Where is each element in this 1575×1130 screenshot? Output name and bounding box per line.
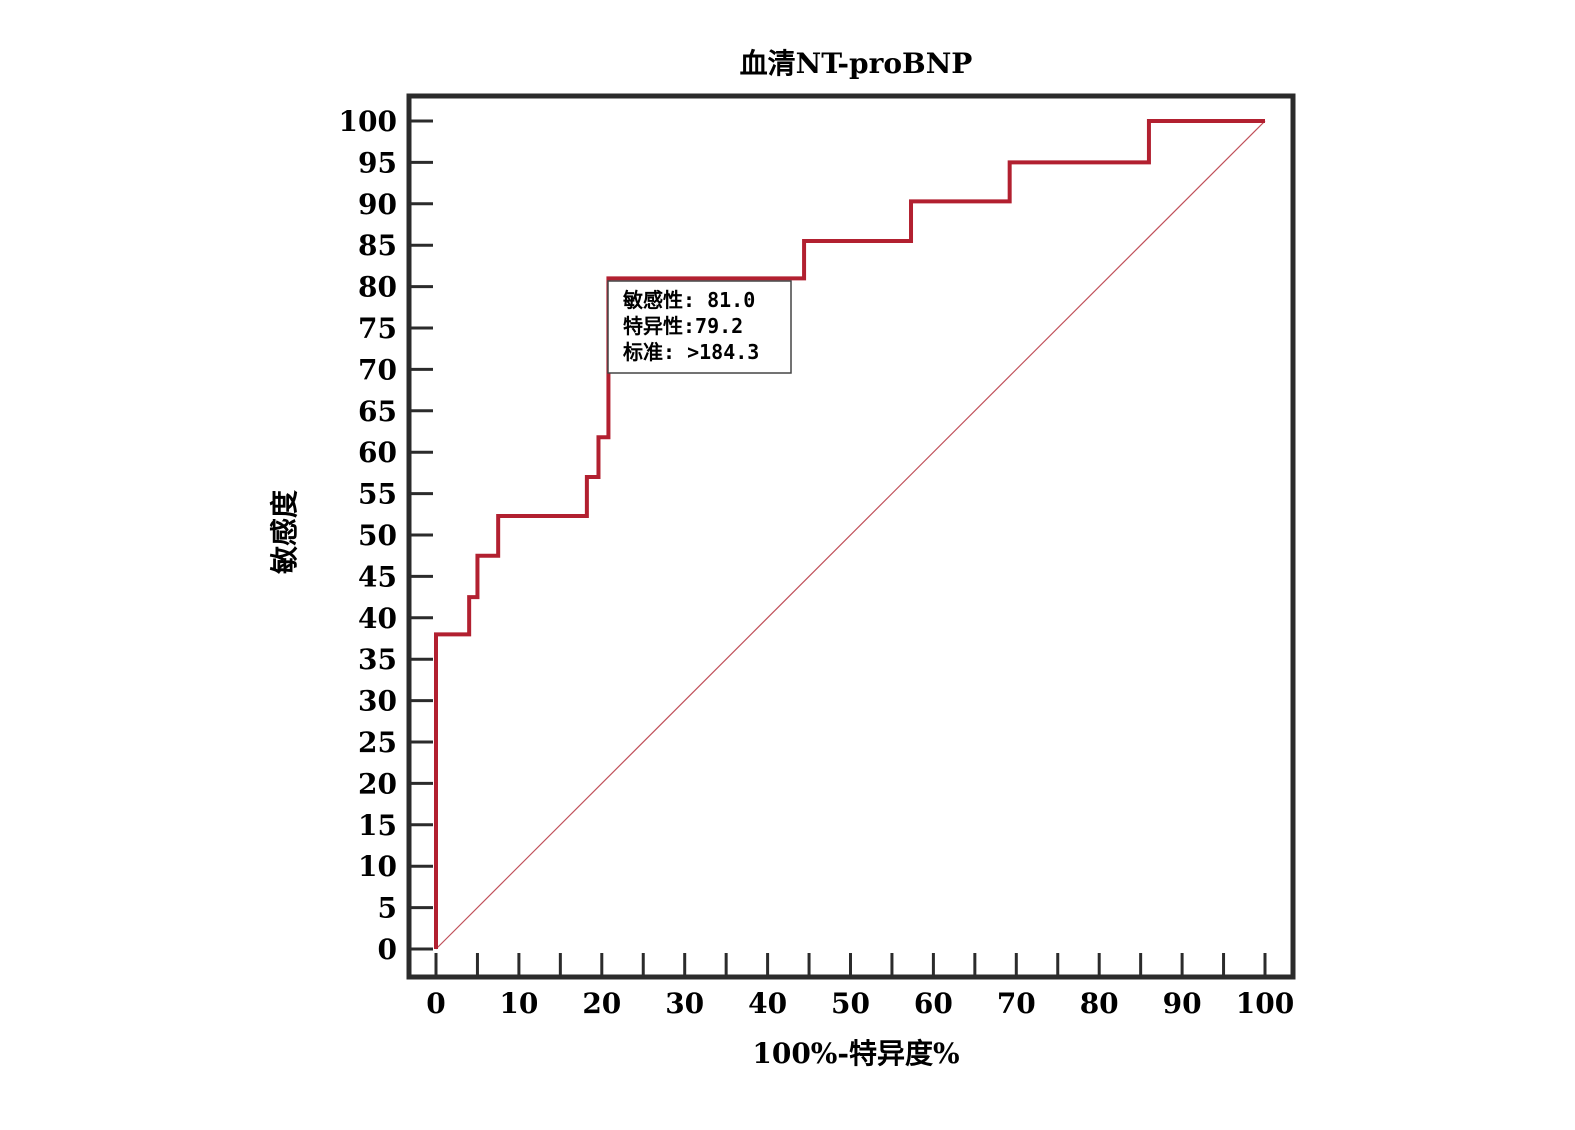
y-tick-label: 30 xyxy=(358,685,397,718)
annotation-specificity: 特异性:79.2 xyxy=(623,314,743,338)
y-tick-label: 10 xyxy=(358,850,397,883)
y-tick-label: 75 xyxy=(358,312,397,345)
criterion-annotation: 敏感性: 81.0 特异性:79.2 标准: >184.3 xyxy=(607,280,792,374)
y-tick-label: 40 xyxy=(358,602,397,635)
x-tick-label: 70 xyxy=(997,987,1036,1020)
y-tick-label: 0 xyxy=(378,933,397,966)
annotation-criterion: 标准: >184.3 xyxy=(623,340,759,364)
y-tick-label: 80 xyxy=(358,271,397,304)
x-tick-label: 0 xyxy=(426,987,445,1020)
y-tick-label: 25 xyxy=(358,726,397,759)
annotation-box xyxy=(607,280,792,374)
x-tick-label: 50 xyxy=(831,987,870,1020)
y-tick-label: 95 xyxy=(358,146,397,179)
x-axis-ticks: 0 10 20 30 40 50 60 70 80 90 100 xyxy=(426,953,1294,1020)
y-axis-ticks: 0 5 10 15 20 25 30 35 40 45 50 55 60 65 70 75 80 85 90 95 10… xyxy=(339,105,433,966)
x-axis-label: 100%-特异度% xyxy=(752,1037,959,1070)
x-tick-label: 40 xyxy=(748,987,787,1020)
y-tick-label: 5 xyxy=(378,892,397,925)
y-tick-label: 45 xyxy=(358,560,397,593)
x-tick-label: 80 xyxy=(1080,987,1119,1020)
x-tick-label: 100 xyxy=(1236,987,1294,1020)
y-tick-label: 100 xyxy=(339,105,397,138)
y-tick-label: 15 xyxy=(358,809,397,842)
x-tick-label: 60 xyxy=(914,987,953,1020)
roc-curve-line xyxy=(434,119,1265,949)
y-tick-label: 70 xyxy=(358,353,397,386)
x-tick-label: 20 xyxy=(582,987,621,1020)
annotation-sensitivity: 敏感性: 81.0 xyxy=(622,288,755,312)
y-tick-label: 55 xyxy=(358,478,397,511)
y-tick-label: 65 xyxy=(358,395,397,428)
y-tick-label: 50 xyxy=(358,519,397,552)
x-tick-label: 10 xyxy=(499,987,538,1020)
y-tick-label: 85 xyxy=(358,229,397,262)
reference-diagonal-line xyxy=(435,120,1266,950)
chart-title: 血清NT-proBNP xyxy=(740,47,973,80)
y-tick-label: 90 xyxy=(358,188,397,221)
y-tick-label: 60 xyxy=(358,436,397,469)
y-tick-label: 35 xyxy=(358,643,397,676)
y-tick-label: 20 xyxy=(358,767,397,800)
x-tick-label: 30 xyxy=(665,987,704,1020)
plot-frame xyxy=(406,93,1296,980)
y-axis-label: 敏感度 xyxy=(268,490,301,575)
x-tick-label: 90 xyxy=(1163,987,1202,1020)
